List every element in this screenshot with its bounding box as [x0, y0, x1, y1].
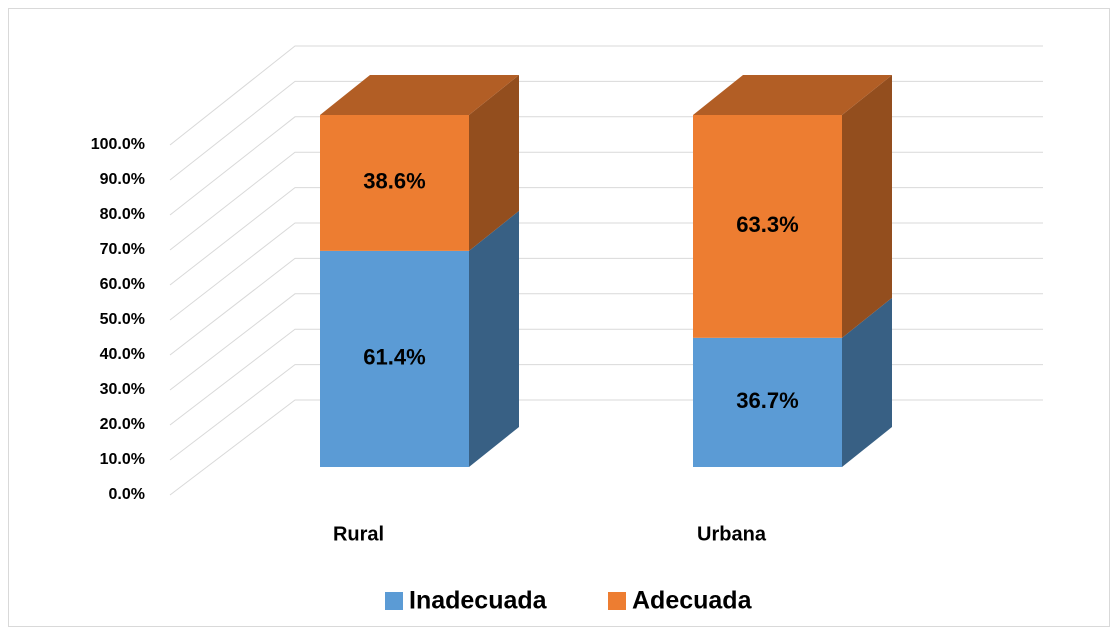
- x-tick-label: Rural: [333, 523, 384, 545]
- bar-side: [842, 297, 892, 467]
- legend-label: Inadecuada: [409, 587, 548, 615]
- bar-front: [693, 337, 842, 467]
- bar-side: [842, 75, 892, 338]
- y-tick-label: 60.0%: [100, 276, 145, 293]
- bar-top: [320, 75, 519, 115]
- value-label: 63.3%: [736, 212, 798, 237]
- y-tick-label: 70.0%: [100, 241, 145, 258]
- y-tick-label: 50.0%: [100, 311, 145, 328]
- grid-line: [169, 45, 1043, 146]
- y-tick-label: 10.0%: [100, 451, 145, 468]
- y-tick-label: 100.0%: [91, 136, 145, 153]
- y-tick-label: 30.0%: [100, 381, 145, 398]
- y-tick-label: 0.0%: [109, 486, 145, 503]
- y-tick-label: 20.0%: [100, 416, 145, 433]
- value-label: 36.7%: [736, 388, 798, 413]
- bar-top: [693, 75, 892, 115]
- bar-front: [320, 115, 469, 251]
- y-tick-label: 40.0%: [100, 346, 145, 363]
- bar-front: [320, 250, 469, 467]
- legend-swatch: [385, 592, 403, 610]
- chart-border: [8, 8, 1110, 627]
- legend-label: Adecuada: [632, 587, 753, 615]
- y-tick-label: 80.0%: [100, 206, 145, 223]
- y-tick-label: 90.0%: [100, 171, 145, 188]
- bar-front: [693, 115, 842, 338]
- bar-side: [469, 210, 519, 467]
- x-tick-label: Urbana: [697, 523, 767, 545]
- legend-swatch: [608, 592, 626, 610]
- bar-side: [469, 75, 519, 251]
- value-label: 61.4%: [363, 345, 425, 370]
- value-label: 38.6%: [363, 169, 425, 194]
